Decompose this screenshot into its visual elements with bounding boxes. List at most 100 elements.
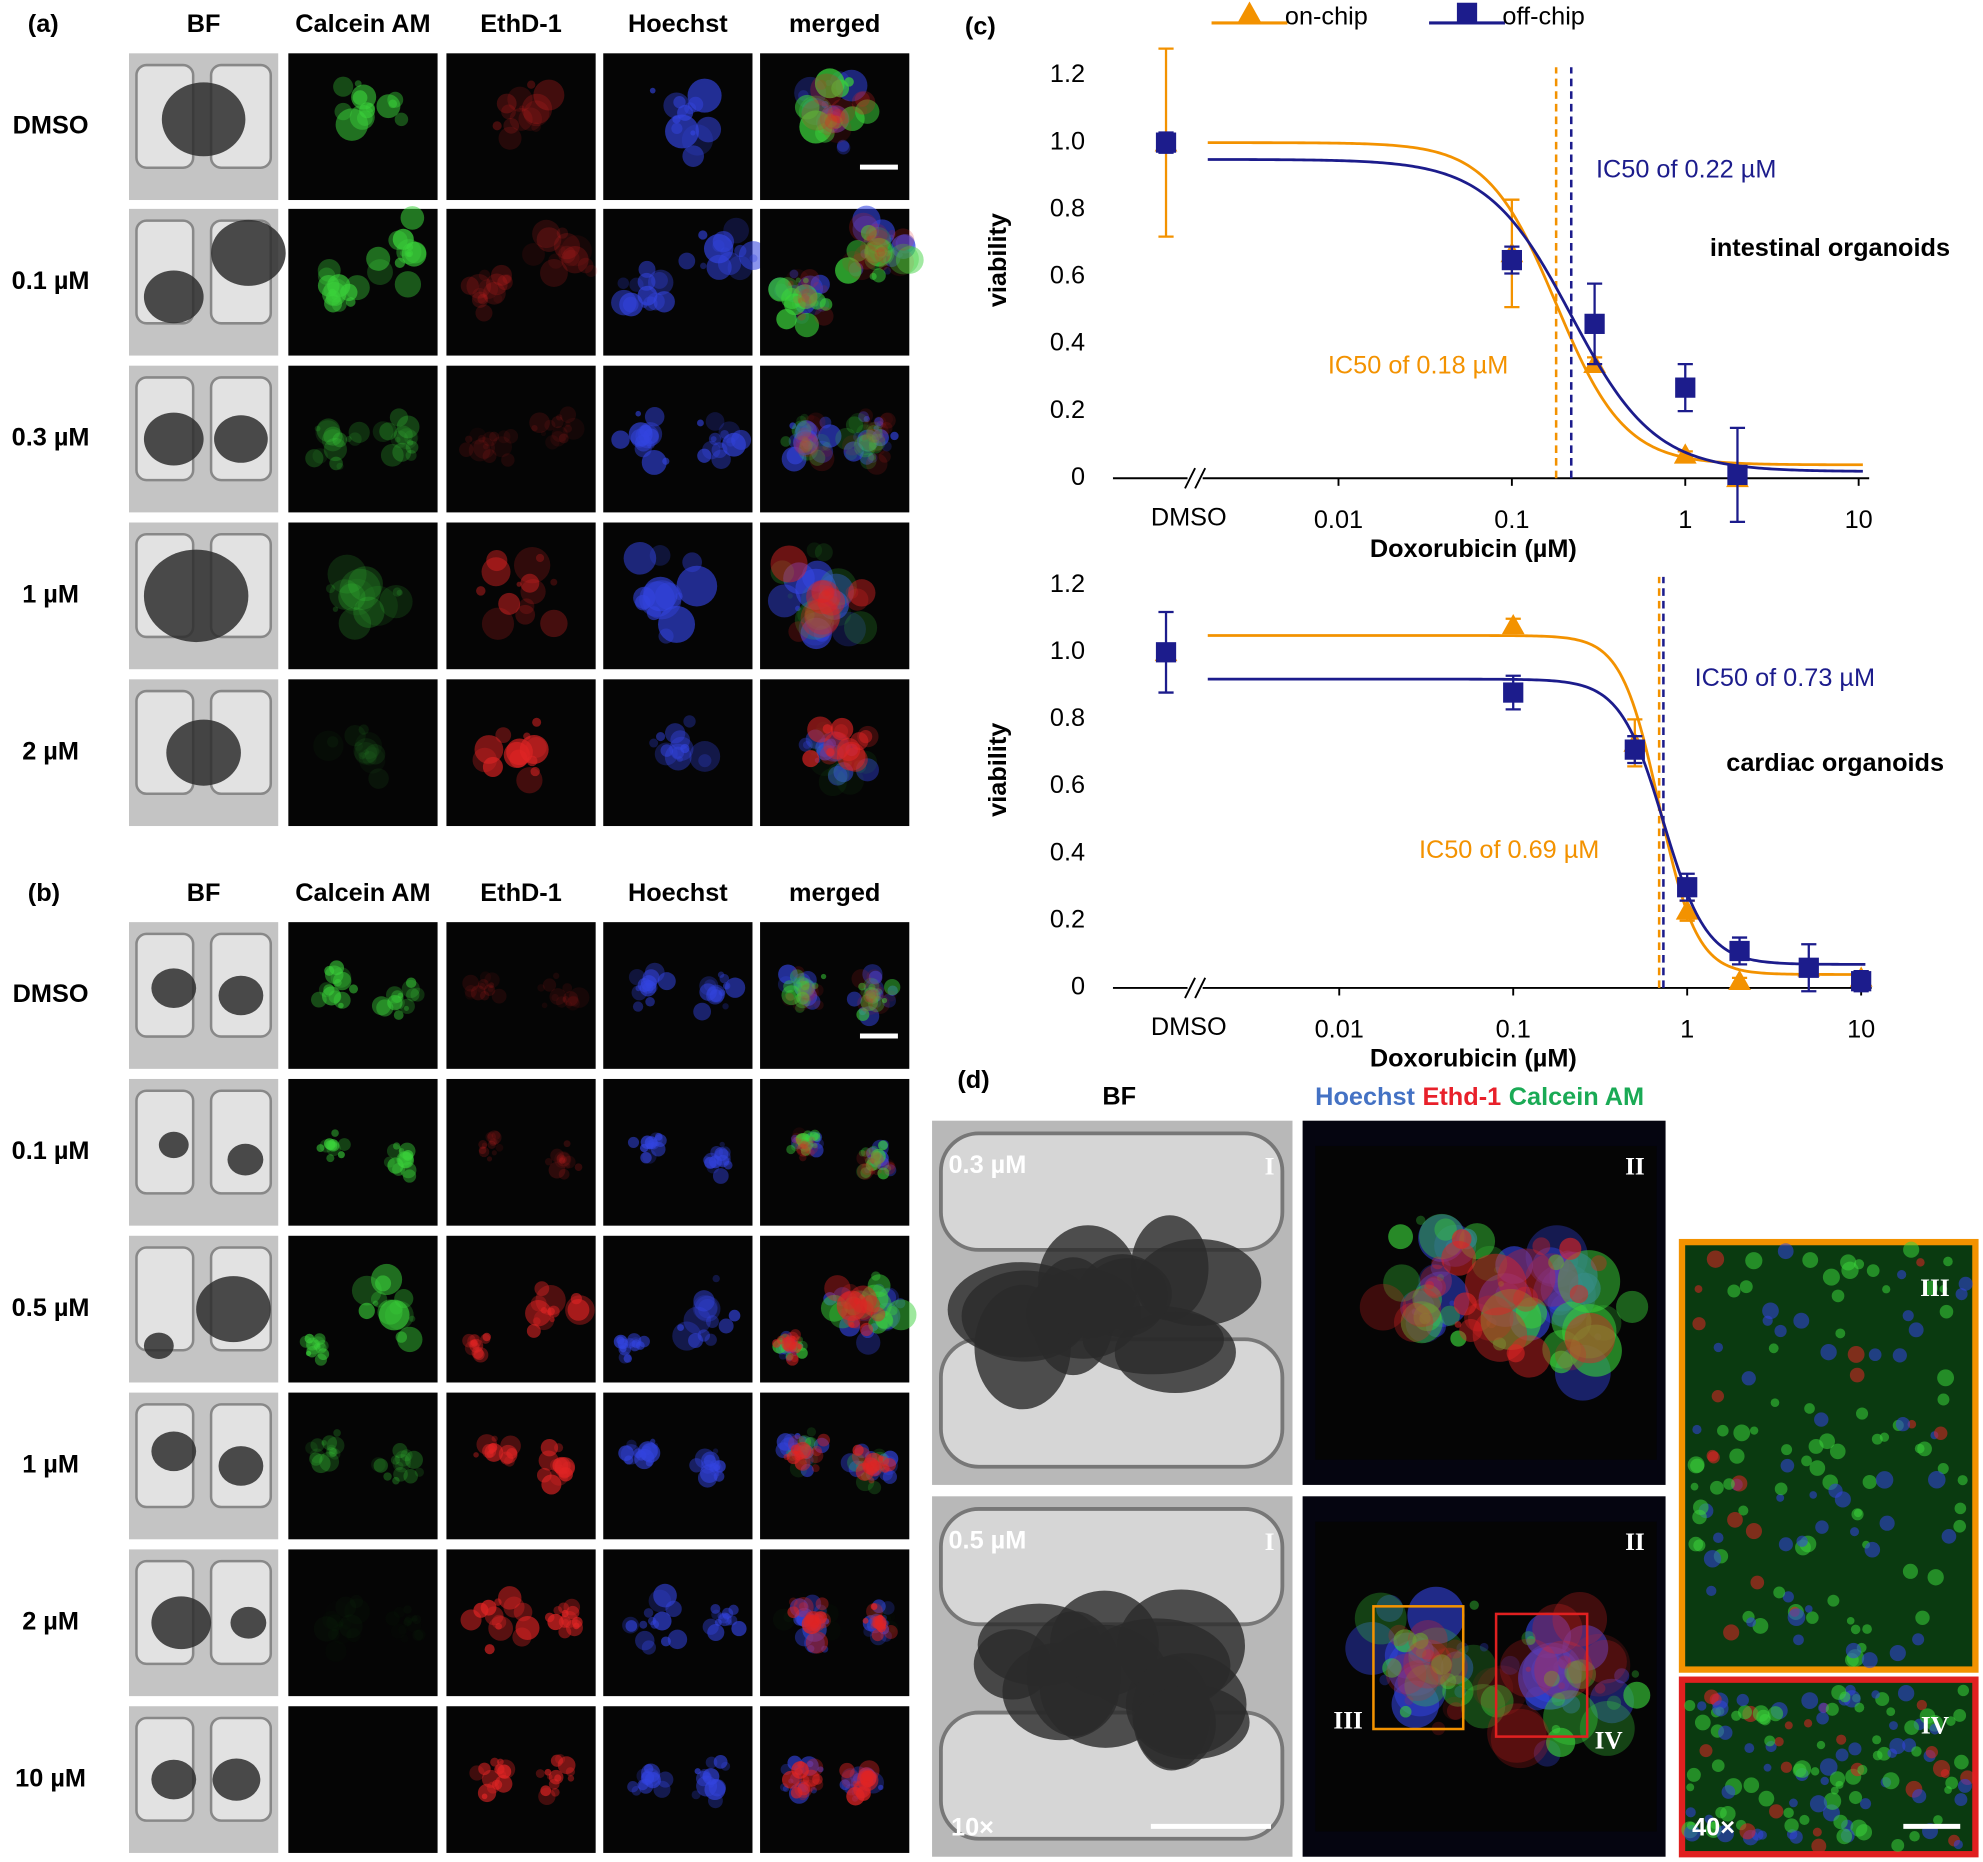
stain	[796, 427, 812, 443]
stain	[1425, 1281, 1435, 1290]
stain	[558, 1625, 572, 1639]
stain	[813, 1138, 824, 1149]
stain	[488, 982, 495, 988]
stain	[495, 1143, 504, 1152]
stain	[402, 1149, 414, 1161]
stain	[677, 1324, 685, 1331]
stain	[813, 625, 830, 642]
stain	[1454, 1321, 1462, 1328]
row-label: 1 µM	[22, 1451, 79, 1479]
stain	[1385, 1653, 1427, 1695]
stain	[819, 745, 839, 765]
stain	[819, 104, 849, 134]
stain	[800, 583, 834, 617]
stain	[856, 1150, 872, 1166]
stain	[484, 1606, 504, 1626]
stain	[464, 1340, 480, 1356]
stain	[826, 748, 835, 757]
stain	[324, 965, 344, 985]
stain	[323, 426, 343, 446]
image-tag: I	[1265, 1153, 1275, 1181]
stain	[660, 744, 674, 757]
stain	[723, 983, 730, 990]
micrograph	[760, 679, 910, 827]
x-axis-title: Doxorubicin (µM)	[1370, 535, 1577, 563]
stain	[1451, 1229, 1472, 1249]
micrograph	[446, 53, 596, 201]
micrograph	[446, 1078, 596, 1226]
stain	[627, 1333, 642, 1348]
stain	[811, 1464, 820, 1473]
stain	[394, 1289, 414, 1309]
y-tick-label: 1.2	[1050, 60, 1085, 88]
stain	[1412, 1632, 1429, 1649]
row-label: 0.3 µM	[12, 424, 90, 452]
stain	[344, 1598, 370, 1624]
stain	[574, 1163, 583, 1171]
marker	[1501, 249, 1522, 271]
organoid	[143, 549, 249, 643]
stain	[478, 1762, 491, 1776]
column-header: Calcein AM	[295, 10, 430, 38]
stain	[861, 1162, 874, 1175]
stain	[887, 985, 898, 996]
stain	[565, 1001, 573, 1009]
stain	[713, 1471, 725, 1482]
stain	[841, 1297, 873, 1329]
stain	[486, 549, 508, 572]
y-tick-label: 0.8	[1050, 194, 1085, 222]
cell	[1711, 1759, 1725, 1773]
stain	[1359, 1283, 1407, 1331]
stain	[564, 1162, 571, 1169]
stain	[332, 432, 348, 448]
stain	[800, 1145, 811, 1156]
stain	[488, 1448, 495, 1454]
stain	[314, 425, 321, 432]
column-header: EthD-1	[480, 879, 561, 907]
stain	[529, 412, 550, 434]
stain	[800, 1143, 806, 1149]
micrograph	[288, 1078, 438, 1226]
stain	[821, 445, 833, 457]
stain	[1436, 1274, 1445, 1282]
stain	[818, 424, 842, 448]
stain	[872, 416, 887, 430]
cell	[1943, 1256, 1953, 1267]
stain	[654, 1132, 663, 1141]
stain	[698, 230, 708, 240]
stain	[770, 560, 795, 584]
cell	[1835, 1328, 1846, 1339]
stain	[389, 408, 409, 427]
cell	[1828, 1483, 1843, 1498]
stain	[326, 1436, 345, 1455]
stain	[565, 421, 571, 427]
stain	[867, 452, 878, 464]
cell	[1891, 1839, 1905, 1852]
stain	[853, 431, 864, 443]
y-tick-label: 0.6	[1050, 262, 1085, 290]
stain	[858, 1149, 866, 1157]
stain	[863, 987, 881, 1005]
cell	[1850, 1527, 1860, 1537]
stain	[642, 1445, 652, 1456]
stain	[808, 1136, 816, 1144]
stain	[567, 1775, 575, 1782]
cell	[1704, 1814, 1714, 1824]
stain	[478, 1140, 488, 1150]
stain	[491, 1150, 497, 1156]
stain	[558, 1467, 571, 1479]
cell	[1919, 1708, 1936, 1724]
stain	[676, 565, 718, 607]
stain	[792, 966, 805, 979]
stain	[338, 583, 366, 611]
stain	[305, 449, 324, 468]
cell	[1793, 1312, 1810, 1329]
stain	[641, 1640, 656, 1655]
stain	[316, 418, 341, 443]
stain	[805, 1631, 829, 1654]
stain	[407, 1618, 422, 1633]
stain	[405, 440, 419, 454]
stain	[648, 1589, 672, 1613]
x-tick-label: 10	[1847, 1016, 1875, 1044]
stain	[814, 306, 834, 326]
